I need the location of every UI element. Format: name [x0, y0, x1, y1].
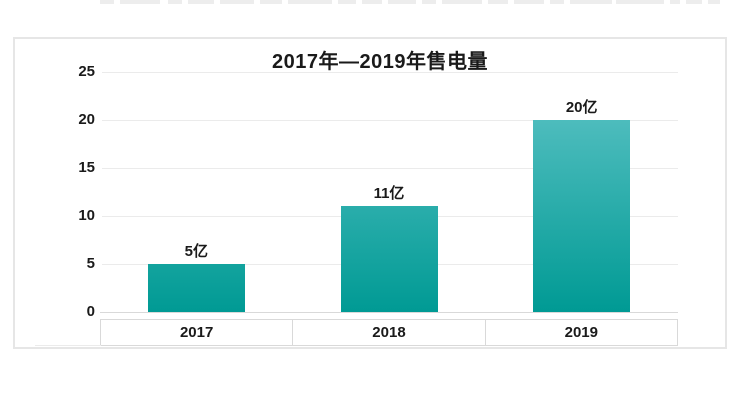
- cropped-text-fragment: [220, 0, 254, 4]
- y-tick-label-10: 10: [78, 207, 95, 224]
- cropped-text-fragment: [488, 0, 508, 4]
- cropped-text-fragment: [442, 0, 482, 4]
- cropped-text-fragment: [168, 0, 182, 4]
- category-strip-extension-line: [35, 345, 101, 346]
- cropped-text-fragment: [616, 0, 664, 4]
- cropped-text-fragment: [388, 0, 416, 4]
- cropped-text-fragment: [362, 0, 382, 4]
- cropped-text-fragment: [550, 0, 564, 4]
- gridline-25: [102, 72, 678, 73]
- cropped-text-fragment: [188, 0, 214, 4]
- cropped-text-fragment: [708, 0, 720, 4]
- gridline-20: [102, 120, 678, 121]
- y-tick-label-20: 20: [78, 111, 95, 128]
- bar-value-label-2019: 20亿: [565, 99, 598, 116]
- chart-title: 2017年—2019年售电量: [272, 51, 488, 73]
- cropped-text-fragment: [288, 0, 332, 4]
- cropped-text-fragment: [570, 0, 612, 4]
- cropped-text-fragment: [686, 0, 702, 4]
- cropped-text-fragment: [120, 0, 160, 4]
- x-axis-baseline: [100, 312, 678, 313]
- category-axis-strip: 2017 2018 2019: [100, 319, 678, 346]
- cropped-text-fragment: [422, 0, 436, 4]
- x-category-label-2017: 2017: [179, 324, 214, 341]
- bar-2019: [533, 120, 631, 312]
- y-tick-label-25: 25: [78, 63, 95, 80]
- bar-value-label-2017: 5亿: [184, 243, 208, 260]
- cropped-text-fragment: [100, 0, 114, 4]
- cropped-text-fragment: [338, 0, 356, 4]
- cropped-text-fragment: [514, 0, 544, 4]
- bar-value-label-2018: 11亿: [373, 185, 405, 203]
- bar-2018: [340, 206, 438, 312]
- x-category-label-2018: 2018: [292, 320, 484, 345]
- y-tick-label-0: 0: [86, 303, 95, 320]
- bar-2017: [147, 264, 245, 312]
- gridline-15: [102, 168, 678, 169]
- y-tick-label-15: 15: [78, 159, 95, 176]
- cropped-text-fragment: [670, 0, 680, 4]
- x-category-label-2019: 2019: [484, 320, 677, 345]
- cropped-text-fragment: [260, 0, 282, 4]
- y-tick-label-5: 5: [86, 255, 95, 272]
